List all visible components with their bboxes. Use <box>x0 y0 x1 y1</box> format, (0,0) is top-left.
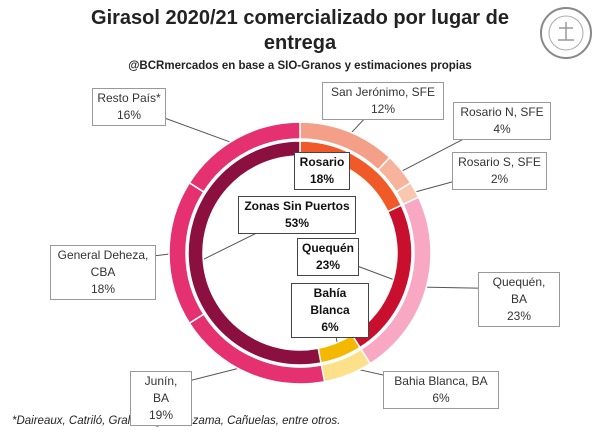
label-name: Rosario N, SFE <box>460 105 544 119</box>
donut-segment <box>188 121 301 193</box>
label-value: 12% <box>370 102 396 116</box>
data-label: San Jerónimo, SFE 12% <box>322 82 444 120</box>
label-value: 23% <box>315 258 341 272</box>
label-value: 53% <box>284 216 310 230</box>
label-name: Resto País* <box>97 91 161 105</box>
label-value: 18% <box>309 172 335 186</box>
label-name: Zonas Sin Puertos <box>244 199 350 213</box>
data-label: Zonas Sin Puertos 53% <box>238 196 356 234</box>
label-name: Bahía Blanca <box>310 286 350 317</box>
data-label: Rosario 18% <box>294 152 350 190</box>
chart-title: Girasol 2020/21 comercializado por lugar… <box>91 7 509 54</box>
logo <box>540 7 592 59</box>
label-name: General Deheza, CBA <box>57 248 149 279</box>
data-label: Junín, BA 19% <box>130 371 192 426</box>
data-label: Resto País* 16% <box>92 88 166 126</box>
donut-segment <box>187 140 322 366</box>
label-value: 19% <box>148 408 174 422</box>
label-value: 18% <box>90 282 116 296</box>
label-value: 6% <box>432 391 450 405</box>
data-label: Bahía Blanca 6% <box>291 283 369 338</box>
label-name: San Jerónimo, SFE <box>330 85 436 99</box>
data-label: Bahia Blanca, BA 6% <box>383 371 499 409</box>
label-name: Quequén, BA <box>492 275 546 306</box>
label-name: Rosario <box>299 155 345 169</box>
label-value: 4% <box>493 122 511 136</box>
label-name: Junín, BA <box>144 374 178 405</box>
data-label: Quequén 23% <box>297 238 359 276</box>
chart-subtitle: @BCRmercados en base a SIO-Granos y esti… <box>128 60 472 72</box>
label-name: Quequén <box>302 241 355 255</box>
label-value: 2% <box>490 172 509 186</box>
data-label: Rosario S, SFE 2% <box>452 152 547 190</box>
label-name: Rosario S, SFE <box>458 155 541 169</box>
data-label: General Deheza, CBA 18% <box>50 245 156 300</box>
label-value: 6% <box>321 320 339 334</box>
label-value: 23% <box>506 309 532 323</box>
label-value: 16% <box>116 108 142 122</box>
label-name: Bahia Blanca, BA <box>394 374 488 388</box>
data-label: Quequén, BA 23% <box>478 272 560 327</box>
data-label: Rosario N, SFE 4% <box>453 102 551 140</box>
